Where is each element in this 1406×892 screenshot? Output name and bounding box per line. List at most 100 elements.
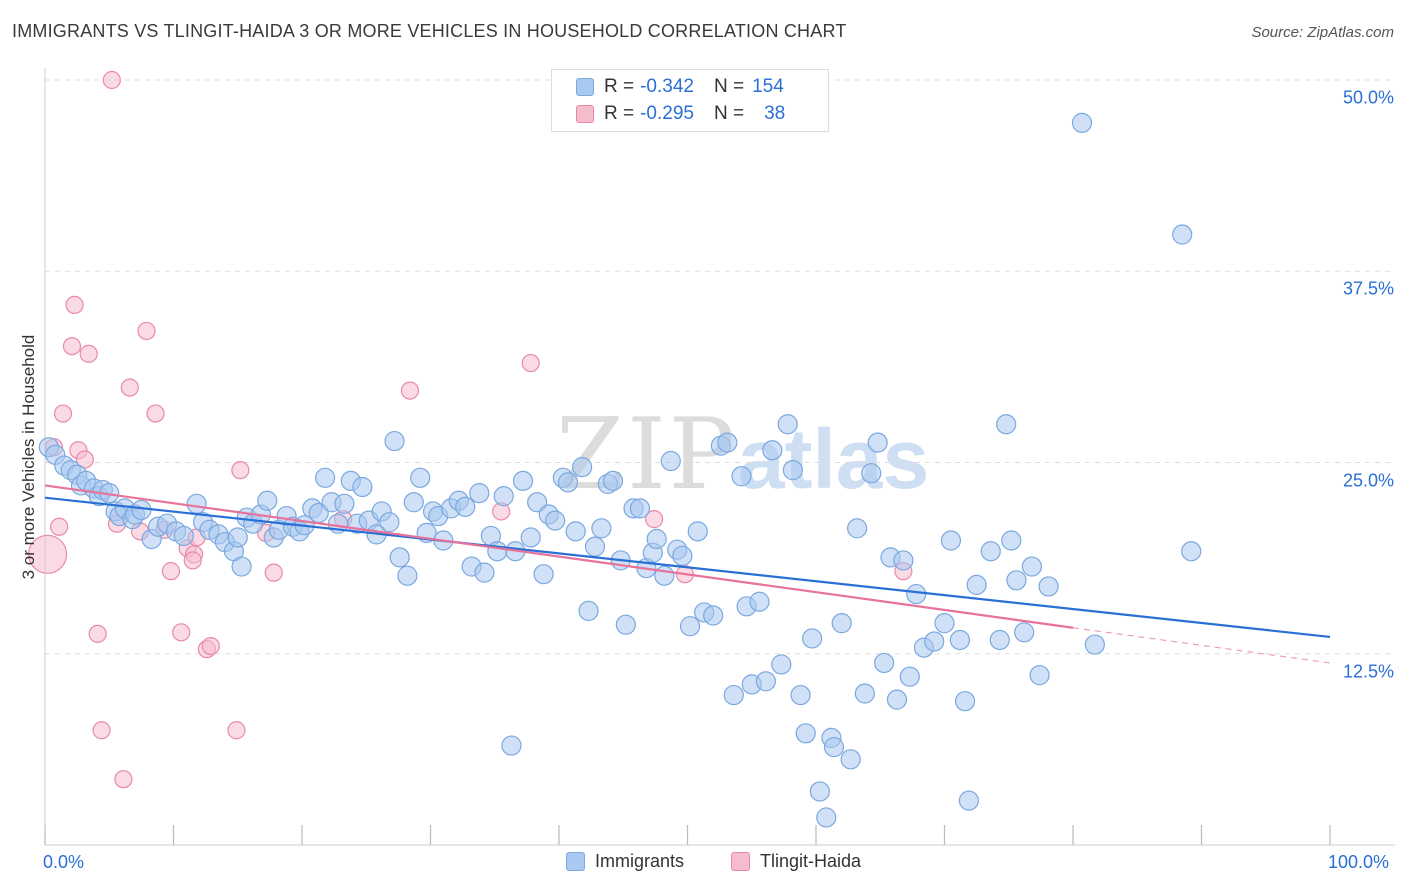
immigrants-point	[1084, 634, 1105, 655]
immigrants-point	[762, 440, 783, 461]
immigrants-point	[527, 492, 548, 513]
immigrants-point	[584, 536, 606, 557]
y-axis-label: 3 or more Vehicles in Household	[19, 334, 38, 580]
trend-lines	[44, 484, 1331, 664]
immigrants-point	[996, 414, 1017, 435]
x-tick-label-max: 100.0%	[1328, 852, 1390, 872]
immigrants-point	[501, 735, 522, 756]
tlingit-haida-point	[92, 721, 111, 740]
tlingit-haida-point	[183, 551, 202, 570]
immigrants-point	[1071, 112, 1093, 133]
tlingit-haida-point	[521, 353, 540, 373]
tlingit-haida-point	[172, 623, 191, 642]
n-value: 154	[752, 76, 784, 97]
immigrants-point	[954, 691, 976, 712]
immigrants-point	[512, 470, 534, 491]
immigrants-point	[831, 613, 852, 634]
legend-row-tlingit-haida: R = -0.295 N = 38	[576, 102, 785, 126]
immigrants-point	[654, 565, 675, 586]
n-label: N =	[713, 103, 745, 124]
immigrants-point	[771, 654, 792, 675]
immigrants-point	[173, 525, 194, 547]
immigrants-point	[334, 493, 355, 514]
axes	[44, 68, 1395, 846]
legend-label: Tlingit-Haida	[760, 851, 862, 871]
immigrants-point	[949, 629, 971, 651]
legend-item-tlingit-haida[interactable]: Tlingit-Haida	[731, 851, 861, 872]
immigrants-point	[816, 807, 837, 828]
tlingit-haida-trend-line	[44, 484, 1074, 629]
x-tick-label-min: 0.0%	[43, 852, 85, 872]
immigrants-swatch	[566, 852, 585, 871]
immigrants-point	[474, 562, 495, 583]
immigrants-point	[646, 528, 667, 550]
r-value: -0.342	[640, 76, 694, 97]
tlingit-haida-point	[227, 721, 246, 740]
immigrants-point	[790, 684, 811, 706]
tlingit-haida-point	[53, 404, 73, 423]
immigrants-trend-line	[44, 496, 1331, 639]
immigrants-point	[565, 521, 586, 542]
immigrants-point	[591, 518, 612, 539]
tlingit-haida-point	[62, 337, 82, 356]
r-value: -0.295	[640, 103, 694, 124]
immigrants-point	[687, 521, 708, 542]
immigrants-point	[755, 671, 776, 692]
immigrants-point	[924, 631, 945, 652]
y-tick-label: 12.5%	[1342, 661, 1394, 682]
immigrants-point	[1014, 622, 1035, 643]
correlation-legend: R = -0.342 N = 154 R = -0.295 N = 38	[551, 69, 829, 132]
immigrants-point	[958, 790, 980, 811]
tlingit-haida-point	[400, 381, 420, 400]
immigrants-point	[533, 564, 554, 585]
tlingit-haida-point	[102, 70, 121, 90]
immigrants-point	[379, 512, 400, 533]
immigrants-point	[1038, 576, 1059, 597]
immigrants-point	[602, 470, 624, 491]
tlingit-haida-point	[79, 344, 98, 363]
immigrants-point	[520, 527, 541, 548]
immigrants-point	[557, 472, 579, 493]
immigrants-point	[231, 556, 252, 577]
immigrants-point	[893, 550, 914, 571]
immigrants-point	[672, 545, 693, 566]
immigrants-points	[38, 112, 1202, 828]
immigrants-point	[578, 600, 599, 622]
tlingit-haida-point	[27, 534, 68, 574]
tlingit-haida-point	[231, 461, 250, 480]
r-label: R =	[604, 103, 635, 124]
immigrants-point	[823, 736, 845, 758]
tlingit-haida-point	[75, 450, 94, 469]
tlingit-haida-swatch	[731, 852, 750, 871]
immigrants-point	[940, 530, 962, 551]
immigrants-point	[572, 456, 593, 478]
immigrants-point	[777, 414, 798, 435]
immigrants-point	[1006, 570, 1027, 591]
tlingit-haida-point	[146, 404, 165, 423]
immigrants-point	[257, 490, 278, 511]
n-value: 38	[764, 103, 786, 124]
tlingit-haida-point	[644, 510, 664, 529]
immigrants-point	[403, 492, 424, 513]
immigrants-point	[615, 614, 636, 635]
tlingit-haida-point	[50, 517, 69, 536]
immigrants-point	[186, 493, 207, 514]
y-tick-label: 50.0%	[1342, 87, 1394, 108]
immigrants-point	[410, 467, 431, 488]
legend-item-immigrants[interactable]: Immigrants	[566, 851, 684, 872]
series-legend: Immigrants Tlingit-Haida	[0, 851, 1406, 877]
tlingit-haida-point	[88, 624, 107, 643]
immigrants-point	[352, 476, 373, 498]
immigrants-point	[389, 547, 410, 568]
watermark-zip: ZIP	[556, 398, 738, 512]
immigrants-point	[899, 666, 920, 687]
immigrants-point	[703, 605, 724, 626]
immigrants-point	[802, 628, 823, 649]
immigrants-point	[934, 613, 955, 634]
n-label: N =	[713, 76, 745, 97]
immigrants-point	[906, 583, 927, 605]
immigrants-point	[397, 565, 418, 586]
tlingit-haida-point	[201, 636, 220, 656]
tlingit-haida-point	[161, 562, 181, 581]
